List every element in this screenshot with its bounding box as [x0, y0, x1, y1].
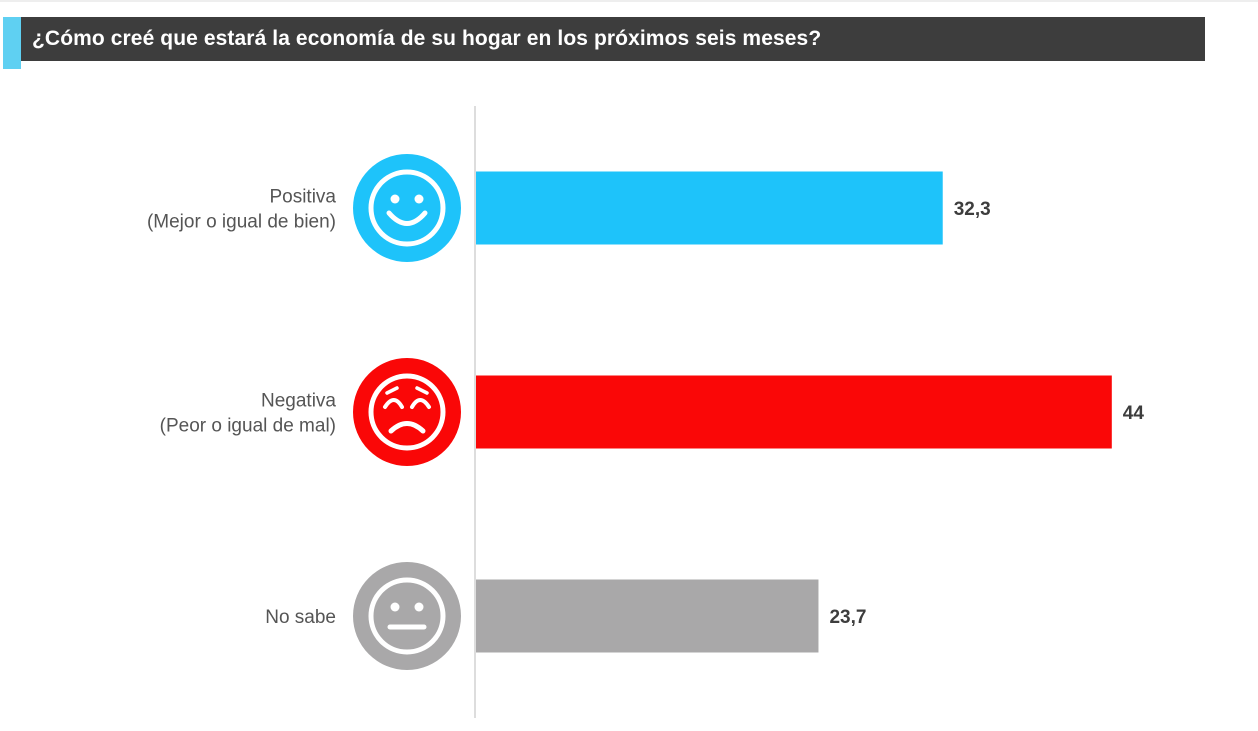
icon-face-ring: [368, 577, 446, 655]
eye-right: [410, 398, 431, 409]
smile-icon: [353, 154, 461, 262]
category-label-1-1: (Peor o igual de mal): [160, 416, 336, 437]
brow-left: [385, 386, 399, 395]
chart-title: ¿Cómo creé que estará la economía de su …: [32, 27, 822, 50]
bars-layer: 32,3 Positiva (Mejor o igual de bien) 44 Neg…: [147, 154, 1144, 670]
category-label-0-0: Positiva: [269, 187, 336, 208]
category-label-1-0: Negativa: [261, 391, 336, 412]
value-label-2: 23,7: [829, 607, 866, 628]
sad-icon: [353, 358, 461, 466]
eye-left: [383, 398, 404, 409]
bar-1: [476, 375, 1112, 449]
eye-right: [414, 602, 424, 612]
category-label-2-0: No sabe: [265, 607, 336, 628]
bar-2: [476, 579, 819, 653]
value-label-0: 32,3: [954, 199, 991, 220]
eye-left: [390, 602, 400, 612]
smile-mouth: [386, 210, 428, 226]
eye-right: [414, 194, 424, 204]
category-label-0-1: (Mejor o igual de bien): [147, 212, 336, 233]
brow-right: [415, 386, 429, 395]
top-border: [0, 0, 1258, 2]
sad-mouth: [388, 421, 426, 434]
icon-face-ring: [368, 169, 446, 247]
neutral-face-icon: [353, 562, 461, 670]
eye-left: [390, 194, 400, 204]
value-label-1: 44: [1123, 403, 1145, 424]
bar-0: [476, 171, 943, 245]
icon-face-ring: [368, 373, 446, 451]
title-accent: [3, 17, 21, 69]
title-bar: ¿Cómo creé que estará la economía de su …: [21, 17, 1205, 61]
